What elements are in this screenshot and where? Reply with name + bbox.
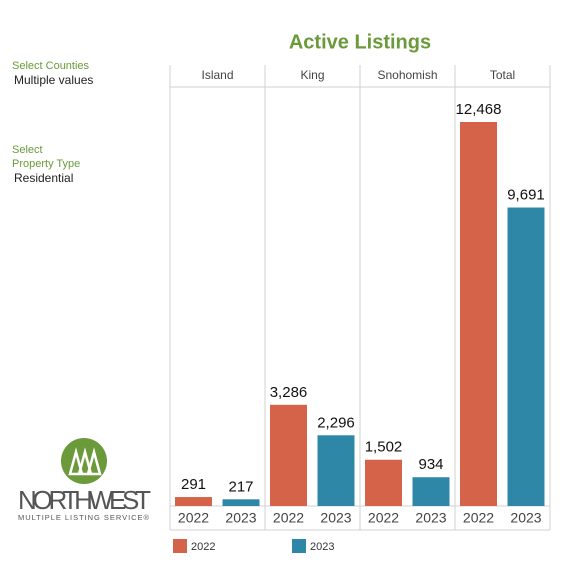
filter-label: Select Counties	[12, 60, 90, 72]
x-tick-label: 2022	[463, 510, 494, 526]
value-label: 1,502	[365, 439, 403, 456]
filter-value[interactable]: Residential	[14, 171, 73, 185]
x-tick-label: 2022	[368, 510, 399, 526]
value-label: 2,296	[317, 414, 355, 431]
filters: Select Counties Multiple values Select Pr…	[12, 60, 93, 185]
panel-header: Snohomish	[377, 68, 437, 82]
logo: NORTHWEST MULTIPLE LISTING SERVICE®	[18, 438, 151, 522]
logo-tagline: MULTIPLE LISTING SERVICE®	[18, 513, 149, 522]
legend-label: 2022	[191, 541, 215, 553]
x-tick-label: 2023	[415, 510, 446, 526]
x-tick-label: 2022	[178, 510, 209, 526]
bar	[412, 477, 450, 506]
logo-circle	[61, 438, 107, 484]
chart-title: Active Listings	[289, 31, 431, 53]
x-tick-label: 2023	[510, 510, 541, 526]
panel-header: Total	[490, 68, 515, 82]
x-tick-label: 2023	[320, 510, 351, 526]
value-label: 3,286	[270, 384, 308, 401]
legend-swatch	[292, 539, 306, 553]
legend-label: 2023	[310, 541, 334, 553]
legend-swatch	[173, 539, 187, 553]
panel-header: Island	[201, 68, 233, 82]
logo-name: NORTHWEST	[18, 485, 151, 515]
panel-header: King	[300, 68, 324, 82]
value-label: 12,468	[456, 101, 502, 118]
value-label: 291	[181, 476, 206, 493]
bar	[507, 207, 545, 507]
bar	[222, 499, 260, 506]
bar	[175, 497, 212, 506]
x-tick-label: 2023	[225, 510, 256, 526]
value-label: 9,691	[507, 186, 545, 203]
value-label: 934	[418, 456, 443, 473]
bar	[365, 459, 402, 506]
chart: Island 291 2022 217 2023 King 3,286 2022 2,296 20…	[169, 65, 551, 553]
bar	[460, 122, 497, 506]
filter-label: Select Property Type	[12, 144, 80, 170]
x-tick-label: 2022	[273, 510, 304, 526]
logo-trees	[68, 447, 102, 476]
bar	[270, 404, 307, 506]
filter-value[interactable]: Multiple values	[14, 73, 93, 87]
value-label: 217	[228, 478, 253, 495]
bar	[317, 435, 355, 506]
